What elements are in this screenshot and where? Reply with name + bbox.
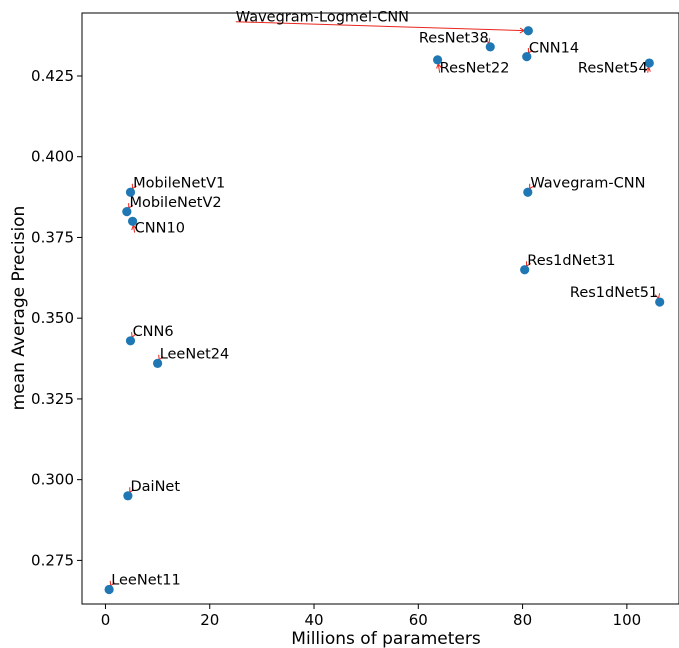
y-tick-label: 0.375 bbox=[31, 228, 74, 246]
y-tick-label: 0.325 bbox=[31, 390, 74, 408]
label-mobilenetv1: MobileNetV1 bbox=[133, 175, 225, 191]
x-tick-label: 20 bbox=[200, 611, 219, 629]
point-cnn10 bbox=[127, 216, 138, 226]
arrow-resnet22 bbox=[437, 63, 441, 73]
label-leenet24: LeeNet24 bbox=[160, 347, 230, 363]
label-wavegram-cnn: Wavegram-CNN bbox=[530, 175, 645, 191]
plot-frame bbox=[81, 12, 679, 605]
point-cnn14 bbox=[522, 51, 532, 62]
x-tick-label: 80 bbox=[513, 611, 532, 629]
label-mobilenetv2: MobileNetV2 bbox=[129, 195, 221, 211]
point-resnet54 bbox=[644, 58, 654, 68]
y-axis-label: mean Average Precision bbox=[9, 206, 29, 411]
point-labels: Wavegram-Logmel-CNN ResNet38 CNN14 ResNet22… bbox=[111, 10, 658, 589]
point-leenet11 bbox=[104, 584, 114, 595]
label-cnn14: CNN14 bbox=[529, 40, 579, 56]
point-mobilenetv2 bbox=[122, 207, 132, 217]
y-tick-label: 0.275 bbox=[31, 551, 74, 569]
y-tick-label: 0.300 bbox=[31, 471, 74, 489]
arrow-wavegram-logmel-cnn bbox=[235, 21, 525, 32]
x-tick-label: 60 bbox=[409, 611, 428, 629]
x-axis-ticks: 0 20 40 60 80 100 bbox=[101, 604, 641, 629]
x-tick-label: 100 bbox=[613, 611, 642, 629]
label-wavegram-logmel-cnn: Wavegram-Logmel-CNN bbox=[236, 10, 409, 26]
point-resnet38 bbox=[485, 42, 495, 52]
point-resnet22 bbox=[432, 55, 443, 65]
x-axis-label: Millions of parameters bbox=[291, 629, 481, 648]
y-axis-ticks: 0.275 0.300 0.325 0.350 0.375 0.400 0.425 bbox=[31, 67, 82, 569]
label-resnet38: ResNet38 bbox=[419, 30, 489, 46]
point-res1dnet31 bbox=[520, 265, 530, 275]
point-dainet bbox=[123, 491, 133, 501]
point-wavegram-cnn bbox=[523, 187, 533, 197]
y-tick-label: 0.425 bbox=[31, 67, 74, 85]
point-mobilenetv1 bbox=[125, 187, 136, 197]
data-points bbox=[104, 26, 665, 595]
label-cnn6: CNN6 bbox=[133, 324, 174, 340]
annotation-arrows bbox=[109, 21, 661, 587]
x-tick-label: 40 bbox=[304, 611, 323, 629]
label-resnet22: ResNet22 bbox=[440, 61, 510, 77]
point-cnn6 bbox=[125, 336, 136, 346]
y-tick-label: 0.400 bbox=[31, 148, 74, 166]
point-leenet24 bbox=[153, 358, 163, 369]
label-resnet54: ResNet54 bbox=[578, 61, 648, 77]
label-res1dnet51: Res1dNet51 bbox=[570, 285, 658, 301]
label-cnn10: CNN10 bbox=[135, 221, 185, 237]
x-tick-label: 0 bbox=[101, 611, 111, 629]
point-res1dnet51 bbox=[655, 297, 665, 307]
y-tick-label: 0.350 bbox=[31, 309, 74, 327]
point-wavegram-logmel-cnn bbox=[523, 26, 533, 36]
label-res1dnet31: Res1dNet31 bbox=[527, 253, 615, 269]
label-dainet: DaiNet bbox=[130, 479, 180, 495]
label-leenet11: LeeNet11 bbox=[111, 573, 181, 589]
arrow-cnn10 bbox=[132, 225, 136, 233]
